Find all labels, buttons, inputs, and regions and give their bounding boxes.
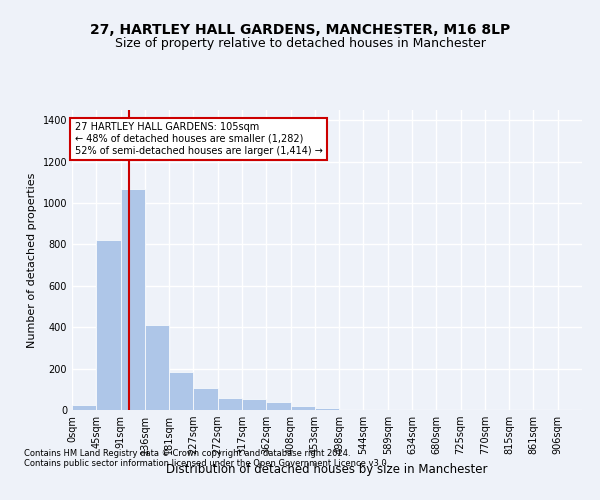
Bar	[218, 398, 242, 410]
Y-axis label: Number of detached properties: Number of detached properties	[27, 172, 37, 348]
Bar	[169, 372, 193, 410]
Bar	[96, 240, 121, 410]
Bar	[193, 388, 218, 410]
Bar	[266, 402, 290, 410]
Bar	[145, 325, 169, 410]
Text: Contains public sector information licensed under the Open Government Licence v3: Contains public sector information licen…	[24, 458, 389, 468]
Bar	[315, 408, 339, 410]
Text: 27 HARTLEY HALL GARDENS: 105sqm
← 48% of detached houses are smaller (1,282)
52%: 27 HARTLEY HALL GARDENS: 105sqm ← 48% of…	[74, 122, 323, 156]
Text: Size of property relative to detached houses in Manchester: Size of property relative to detached ho…	[115, 38, 485, 51]
Bar	[242, 398, 266, 410]
Bar	[72, 406, 96, 410]
Bar	[290, 406, 315, 410]
Bar	[121, 188, 145, 410]
X-axis label: Distribution of detached houses by size in Manchester: Distribution of detached houses by size …	[166, 462, 488, 475]
Text: 27, HARTLEY HALL GARDENS, MANCHESTER, M16 8LP: 27, HARTLEY HALL GARDENS, MANCHESTER, M1…	[90, 22, 510, 36]
Text: Contains HM Land Registry data © Crown copyright and database right 2024.: Contains HM Land Registry data © Crown c…	[24, 448, 350, 458]
